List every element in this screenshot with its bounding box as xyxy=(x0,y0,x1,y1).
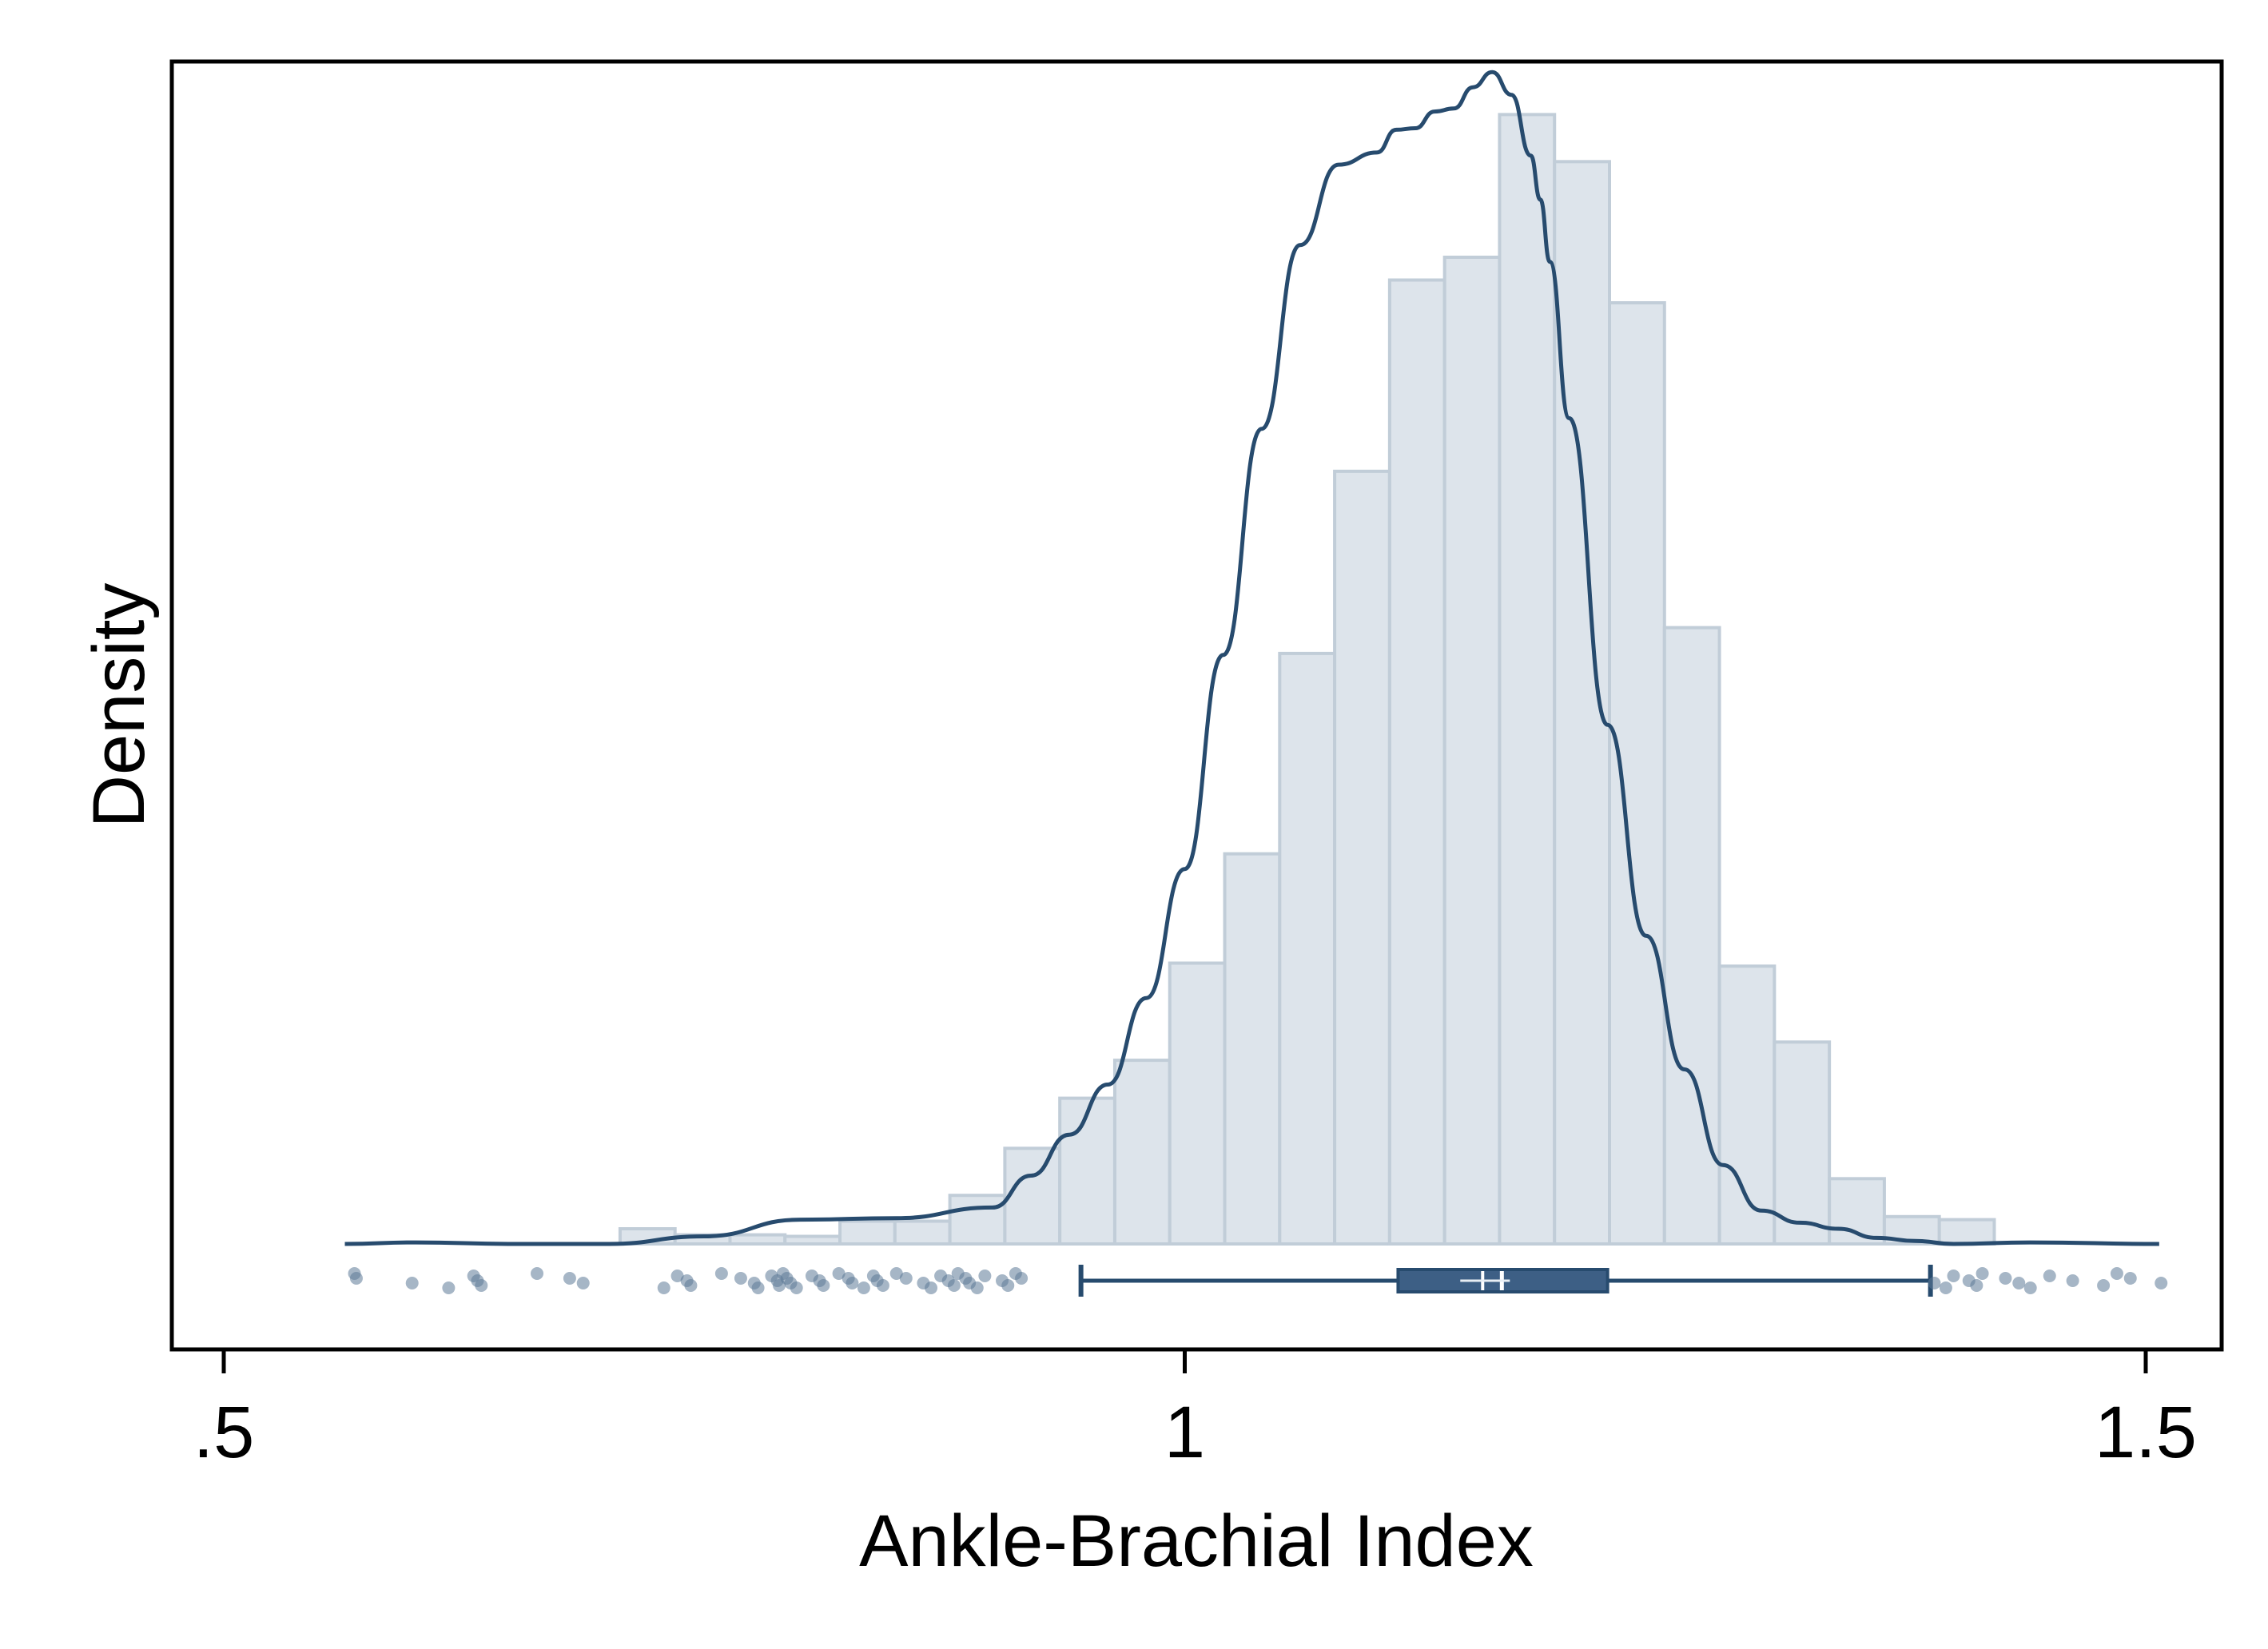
outlier-point xyxy=(2012,1277,2026,1289)
outlier-point xyxy=(889,1267,903,1280)
outlier-point xyxy=(714,1267,728,1280)
outlier-point xyxy=(817,1279,830,1292)
histogram-bar xyxy=(1333,469,1391,1246)
outlier-point xyxy=(734,1272,747,1285)
outlier-point xyxy=(832,1267,846,1280)
outlier-point xyxy=(684,1279,698,1292)
outlier-point xyxy=(857,1281,870,1294)
outlier-point xyxy=(670,1270,684,1282)
outlier-point xyxy=(925,1281,938,1294)
histogram-bar xyxy=(893,1219,952,1246)
outlier-point xyxy=(531,1267,544,1280)
histogram-bar xyxy=(1608,301,1666,1246)
density-curve-layer xyxy=(344,70,2159,1246)
outlier-point xyxy=(1015,1272,1029,1285)
histogram-bar xyxy=(1058,1096,1116,1246)
histogram-bar xyxy=(783,1234,842,1246)
outlier-point xyxy=(876,1279,889,1292)
outlier-point xyxy=(790,1281,803,1294)
histogram-bar xyxy=(1112,1059,1172,1246)
histogram-bar xyxy=(1773,1040,1832,1246)
outlier-point xyxy=(349,1272,363,1285)
outlier-point xyxy=(1947,1270,1960,1282)
outlier-point xyxy=(2123,1272,2137,1285)
outlier-point xyxy=(1928,1277,1941,1289)
outlier-point xyxy=(846,1277,859,1289)
outlier-point xyxy=(970,1281,984,1294)
outlier-point xyxy=(563,1272,576,1285)
outlier-point xyxy=(899,1272,913,1285)
outlier-point xyxy=(947,1279,961,1292)
histogram-bar xyxy=(1223,852,1282,1246)
box-plot xyxy=(1078,1265,1933,1297)
outlier-point xyxy=(1999,1272,2012,1285)
x-tick-label: .5 xyxy=(193,1392,255,1473)
histogram-bar xyxy=(1278,651,1337,1246)
histogram-bar xyxy=(1937,1218,1996,1246)
outlier-point xyxy=(442,1281,456,1294)
outlier-point xyxy=(2097,1279,2111,1292)
outlier-point xyxy=(1001,1279,1015,1292)
outlier-point xyxy=(751,1281,765,1294)
outlier-point xyxy=(1976,1267,1989,1280)
x-tick-label: 1 xyxy=(1164,1392,1205,1473)
outlier-point xyxy=(2043,1270,2056,1282)
histogram-bar xyxy=(1387,278,1446,1246)
histogram-bar xyxy=(948,1194,1007,1246)
histogram-bar xyxy=(1168,961,1227,1246)
x-tick-label: 1.5 xyxy=(2095,1392,2197,1473)
outlier-point xyxy=(2066,1274,2079,1287)
outlier-point xyxy=(2110,1267,2123,1280)
histogram-bar xyxy=(838,1219,897,1246)
histogram-bar xyxy=(1498,113,1557,1246)
histogram-bar xyxy=(1003,1146,1062,1246)
y-axis-title: Density xyxy=(78,583,160,828)
outlier-point xyxy=(1970,1279,1984,1292)
outlier-point xyxy=(657,1281,670,1294)
outlier-point xyxy=(1939,1281,1952,1294)
outlier-point xyxy=(2155,1277,2168,1289)
histogram-bar xyxy=(1442,256,1502,1246)
outlier-point xyxy=(405,1277,419,1289)
outlier-points xyxy=(348,1267,2168,1294)
density-curve xyxy=(344,70,2159,1246)
x-axis-title: Ankle-Brachial Index xyxy=(859,1500,1534,1582)
x-axis: .5 1 1.5 xyxy=(193,1349,2197,1473)
histogram-bar xyxy=(728,1233,787,1246)
outlier-point xyxy=(978,1270,992,1282)
outlier-point xyxy=(2023,1281,2037,1294)
outlier-point xyxy=(576,1277,590,1289)
outlier-point xyxy=(475,1279,488,1292)
